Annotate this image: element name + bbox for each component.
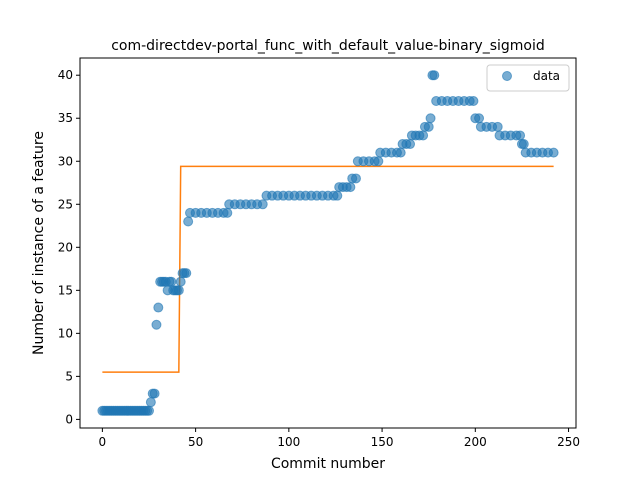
x-tick-label: 50 — [188, 435, 203, 449]
chart-title: com-directdev-portal_func_with_default_v… — [111, 38, 545, 54]
data-point — [418, 130, 429, 141]
data-point — [373, 156, 384, 167]
x-axis: 0 50 100 150 200 250 — [99, 428, 580, 449]
data-point — [183, 216, 194, 227]
data-point — [350, 173, 361, 184]
y-tick-label: 5 — [65, 369, 73, 383]
x-tick-label: 150 — [371, 435, 394, 449]
data-point — [345, 182, 356, 193]
data-point — [173, 285, 184, 296]
data-point — [145, 397, 156, 408]
data-point — [166, 276, 177, 287]
data-point — [151, 319, 162, 330]
data-point — [548, 147, 559, 158]
y-tick-label: 40 — [58, 68, 73, 82]
y-tick-label: 20 — [58, 240, 73, 254]
scatter-layer — [97, 70, 559, 416]
data-point — [175, 276, 186, 287]
x-tick-label: 0 — [99, 435, 107, 449]
data-point — [515, 130, 526, 141]
data-point — [143, 405, 154, 416]
y-tick-label: 35 — [58, 111, 73, 125]
x-axis-label: Commit number — [271, 456, 385, 472]
y-tick-label: 10 — [58, 326, 73, 340]
data-point — [429, 70, 440, 81]
data-point — [405, 139, 416, 150]
data-point — [518, 139, 529, 150]
data-point — [257, 199, 268, 210]
legend-label-data: data — [533, 69, 560, 83]
y-axis: 0 5 10 15 20 25 30 35 40 — [58, 68, 80, 426]
data-point — [425, 113, 436, 124]
x-tick-label: 200 — [464, 435, 487, 449]
plot-frame — [79, 57, 577, 429]
data-point — [153, 302, 164, 313]
data-point — [468, 96, 479, 107]
y-tick-label: 0 — [65, 412, 73, 426]
x-tick-label: 100 — [277, 435, 300, 449]
data-point — [149, 388, 160, 399]
data-point — [181, 268, 192, 279]
legend-marker-data — [502, 71, 512, 81]
x-tick-label: 250 — [557, 435, 580, 449]
y-tick-label: 25 — [58, 197, 73, 211]
y-axis-label: Number of instance of a feature — [31, 131, 47, 355]
data-point — [222, 207, 233, 218]
data-point — [332, 190, 343, 201]
y-tick-label: 15 — [58, 283, 73, 297]
legend: data — [486, 64, 570, 92]
data-point — [474, 113, 485, 124]
data-point — [395, 147, 406, 158]
data-point — [492, 121, 503, 132]
data-point — [423, 121, 434, 132]
y-tick-label: 30 — [58, 154, 73, 168]
